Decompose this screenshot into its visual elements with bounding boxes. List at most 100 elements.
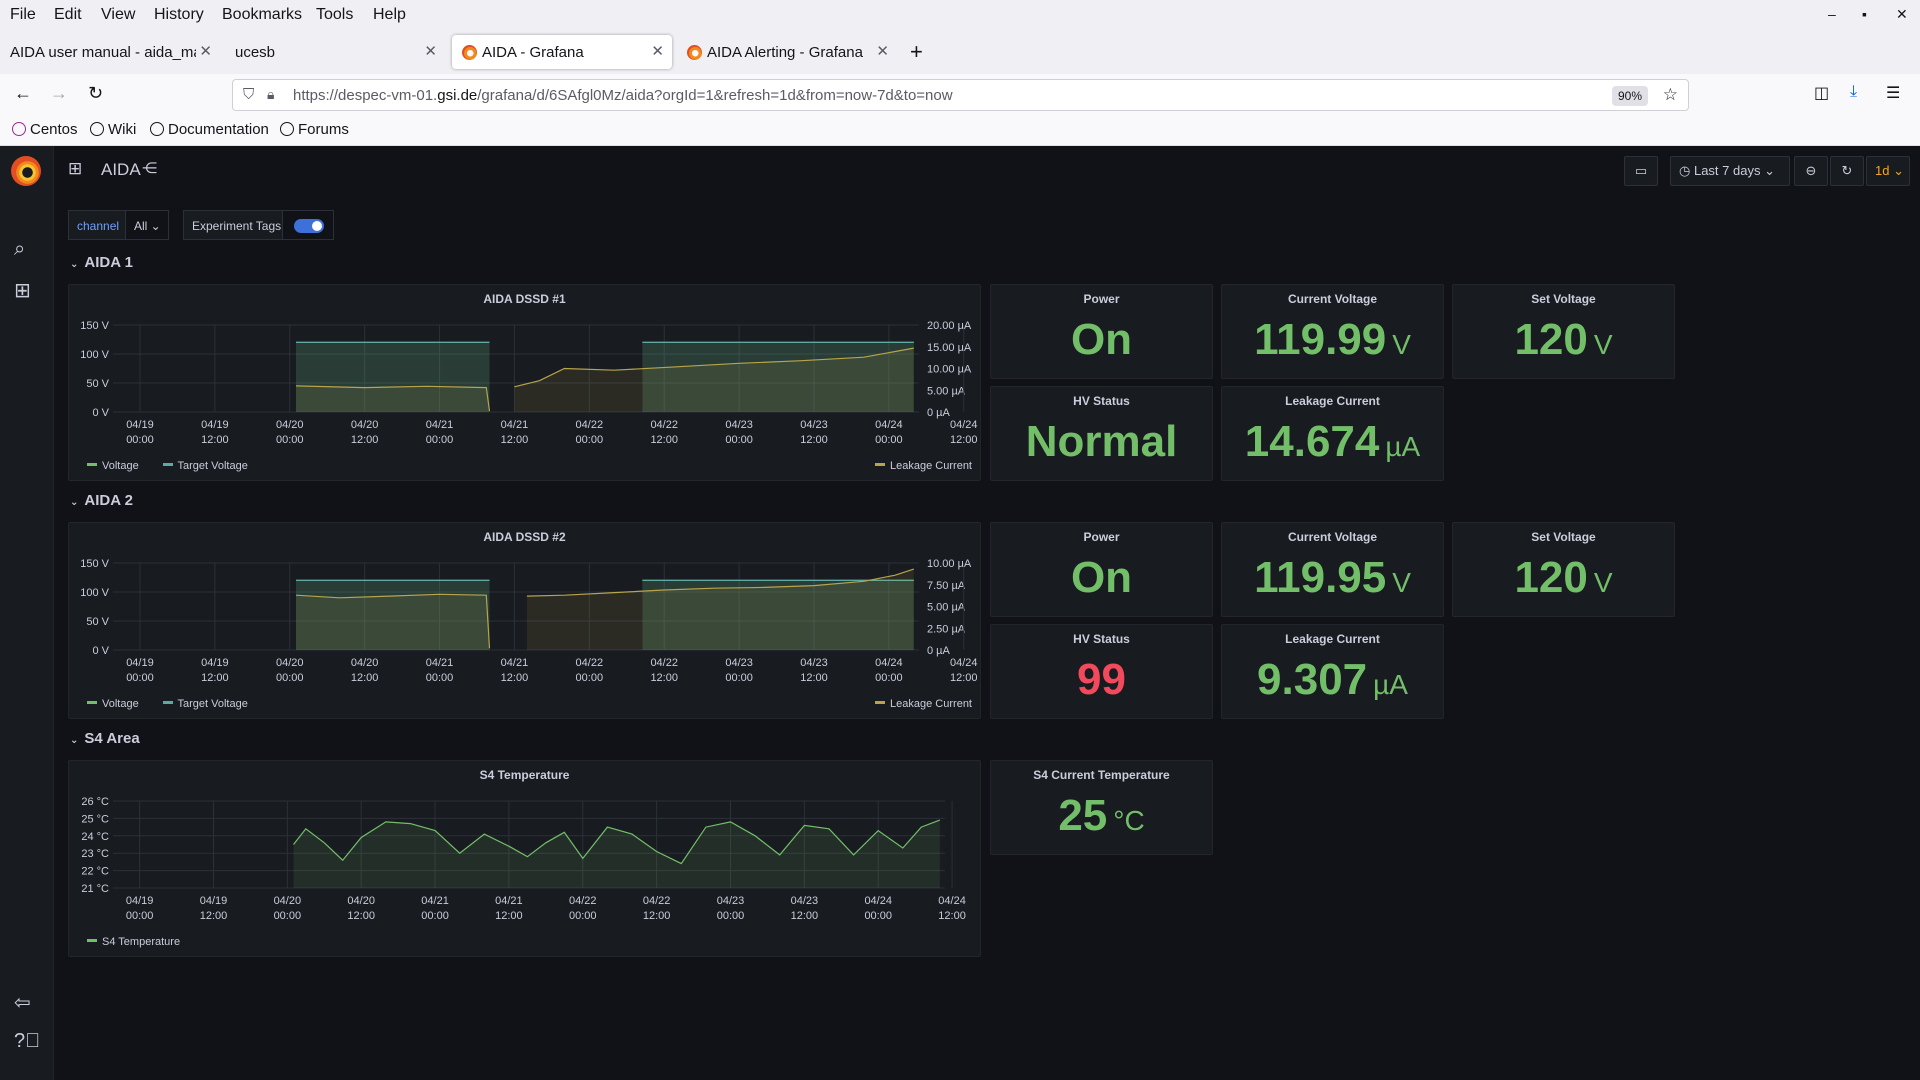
x-tick-label: 12:00: [201, 672, 229, 684]
y-right-tick-label: 5.00 µA: [927, 385, 966, 397]
forward-arrow-icon[interactable]: →: [50, 83, 68, 103]
graph-panel-aida-dssd-2[interactable]: AIDA DSSD #2 150 V 100 V 50 V 0 V 10.00 µA 7.…: [68, 522, 981, 719]
x-tick-label: 00:00: [426, 434, 454, 446]
x-tick-label: 12:00: [650, 434, 678, 446]
stat-panel-current-voltage-aida2[interactable]: Current Voltage 119.95 V: [1221, 522, 1444, 617]
menu-tools[interactable]: Tools: [316, 6, 354, 23]
x-tick-label: 00:00: [875, 434, 903, 446]
menu-help[interactable]: Help: [373, 6, 406, 23]
x-tick-label: 12:00: [950, 434, 978, 446]
stat-panel-hv-status-aida1[interactable]: HV Status Normal: [990, 386, 1213, 481]
x-tick-label: 12:00: [643, 910, 671, 922]
x-tick-label: 04/19: [126, 657, 154, 669]
menu-view[interactable]: View: [101, 6, 136, 23]
stat-panel-power-aida1[interactable]: Power On: [990, 284, 1213, 379]
reload-icon[interactable]: ↻: [88, 83, 104, 103]
monitor-icon: ▭: [1634, 163, 1648, 178]
maximize-icon[interactable]: ▪: [1862, 6, 1867, 22]
stat-panel-leakage-current-aida2[interactable]: Leakage Current 9.307 µA: [1221, 624, 1444, 719]
lock-icon[interactable]: 🔒︎: [267, 86, 275, 102]
bookmark-centos[interactable]: Centos: [12, 121, 78, 138]
close-window-icon[interactable]: ✕: [1896, 6, 1908, 22]
tab-close-icon[interactable]: ✕: [199, 43, 212, 60]
tab-close-icon[interactable]: ✕: [651, 43, 664, 60]
stat-panel-set-voltage-aida1[interactable]: Set Voltage 120 V: [1452, 284, 1675, 379]
legend-item[interactable]: S4 Temperature: [87, 936, 180, 948]
help-icon[interactable]: ?⃝: [14, 1030, 41, 1052]
x-tick-label: 12:00: [791, 910, 819, 922]
x-tick-label: 04/23: [800, 657, 828, 669]
tab-aida-manual[interactable]: AIDA user manual - aida_man ✕: [0, 35, 220, 69]
menu-edit[interactable]: Edit: [54, 6, 82, 23]
browser-chrome: File Edit View History Bookmarks Tools H…: [0, 0, 1920, 146]
tab-close-icon[interactable]: ✕: [424, 43, 437, 60]
x-tick-label: 04/23: [800, 419, 828, 431]
hamburger-menu-icon[interactable]: ☰: [1886, 85, 1901, 102]
grafana-logo-icon[interactable]: [11, 156, 41, 186]
search-icon[interactable]: ⌕: [14, 238, 26, 260]
time-range-picker[interactable]: ◷ Last 7 days ⌄: [1670, 156, 1790, 186]
zoom-level-badge[interactable]: 90%: [1611, 86, 1648, 106]
bookmark-forums[interactable]: Forums: [280, 121, 349, 138]
stat-panel-hv-status-aida2[interactable]: HV Status 99: [990, 624, 1213, 719]
y-tick-label: 50 V: [86, 616, 109, 628]
legend-item[interactable]: Voltage: [87, 460, 139, 472]
y-right-tick-label: 5.00 µA: [927, 602, 966, 614]
stat-panel-power-aida2[interactable]: Power On: [990, 522, 1213, 617]
series-area: [296, 385, 490, 412]
url-bar[interactable]: ⛉ 🔒︎ https://despec-vm-01.gsi.de/grafana…: [232, 79, 1689, 111]
stat-panel-set-voltage-aida2[interactable]: Set Voltage 120 V: [1452, 522, 1675, 617]
stat-panel-current-voltage-aida1[interactable]: Current Voltage 119.99 V: [1221, 284, 1444, 379]
graph-panel-s4-temperature[interactable]: S4 Temperature 26 °C 25 °C 24 °C 23 °C 22 °C…: [68, 760, 981, 957]
download-icon[interactable]: ⤓: [1850, 83, 1858, 100]
tab-aida-grafana[interactable]: AIDA - Grafana ✕: [452, 35, 672, 69]
row-title-s4[interactable]: ⌄ S4 Area: [70, 730, 140, 747]
share-icon[interactable]: ⋲: [142, 160, 157, 177]
pocket-icon[interactable]: ◫: [1814, 85, 1830, 102]
x-tick-label: 12:00: [351, 672, 379, 684]
chevron-down-icon: ⌄: [147, 219, 161, 233]
x-tick-label: 00:00: [426, 672, 454, 684]
menu-bookmarks[interactable]: Bookmarks: [222, 6, 303, 23]
menu-history[interactable]: History: [154, 6, 204, 23]
series-line: [293, 819, 941, 865]
channel-variable-select[interactable]: All ⌄: [125, 210, 169, 240]
row-title-aida2[interactable]: ⌄ AIDA 2: [70, 492, 134, 509]
zoom-out-button[interactable]: ⊖: [1794, 156, 1828, 186]
bookmark-wiki[interactable]: Wiki: [90, 121, 136, 138]
legend-item[interactable]: Voltage: [87, 698, 139, 710]
sign-in-icon[interactable]: ⇦: [14, 992, 31, 1014]
x-tick-label: 04/23: [725, 657, 753, 669]
chevron-down-icon: ⌄: [1889, 163, 1904, 178]
y-tick-label: 50 V: [86, 378, 109, 390]
bookmark-documentation[interactable]: Documentation: [150, 121, 269, 138]
stat-value: On: [1070, 553, 1133, 602]
chevron-down-icon: ⌄: [70, 259, 79, 270]
legend-item[interactable]: Leakage Current: [875, 698, 972, 710]
row-title-aida1[interactable]: ⌄ AIDA 1: [70, 254, 134, 271]
tab-ucesb[interactable]: ucesb ✕: [225, 35, 445, 69]
stat-panel-leakage-current-aida1[interactable]: Leakage Current 14.674 µA: [1221, 386, 1444, 481]
y-tick-label: 22 °C: [81, 866, 109, 878]
legend-item[interactable]: Target Voltage: [162, 460, 248, 472]
legend-swatch: [162, 463, 173, 466]
refresh-interval-picker[interactable]: 1d ⌄: [1866, 156, 1910, 186]
minimize-icon[interactable]: –: [1828, 6, 1836, 22]
tab-close-icon[interactable]: ✕: [876, 43, 889, 60]
legend-item[interactable]: Target Voltage: [162, 698, 248, 710]
back-arrow-icon[interactable]: ←: [14, 83, 32, 103]
legend-item[interactable]: Leakage Current: [875, 460, 972, 472]
tab-aida-alerting[interactable]: AIDA Alerting - Grafana ✕: [677, 35, 897, 69]
menu-file[interactable]: File: [10, 6, 36, 23]
refresh-button[interactable]: ↻: [1830, 156, 1864, 186]
dashboard-title[interactable]: AIDA: [101, 160, 141, 179]
experiment-tags-toggle[interactable]: [294, 219, 324, 233]
tv-mode-button[interactable]: ▭: [1624, 156, 1658, 186]
dashboards-grid-icon[interactable]: ⊞: [14, 280, 31, 302]
x-tick-label: 04/23: [725, 419, 753, 431]
shield-icon[interactable]: ⛉: [243, 86, 255, 103]
star-bookmark-icon[interactable]: ☆: [1662, 85, 1678, 104]
stat-panel-s4-temperature[interactable]: S4 Current Temperature 25 °C: [990, 760, 1213, 855]
new-tab-button[interactable]: +: [910, 39, 923, 64]
